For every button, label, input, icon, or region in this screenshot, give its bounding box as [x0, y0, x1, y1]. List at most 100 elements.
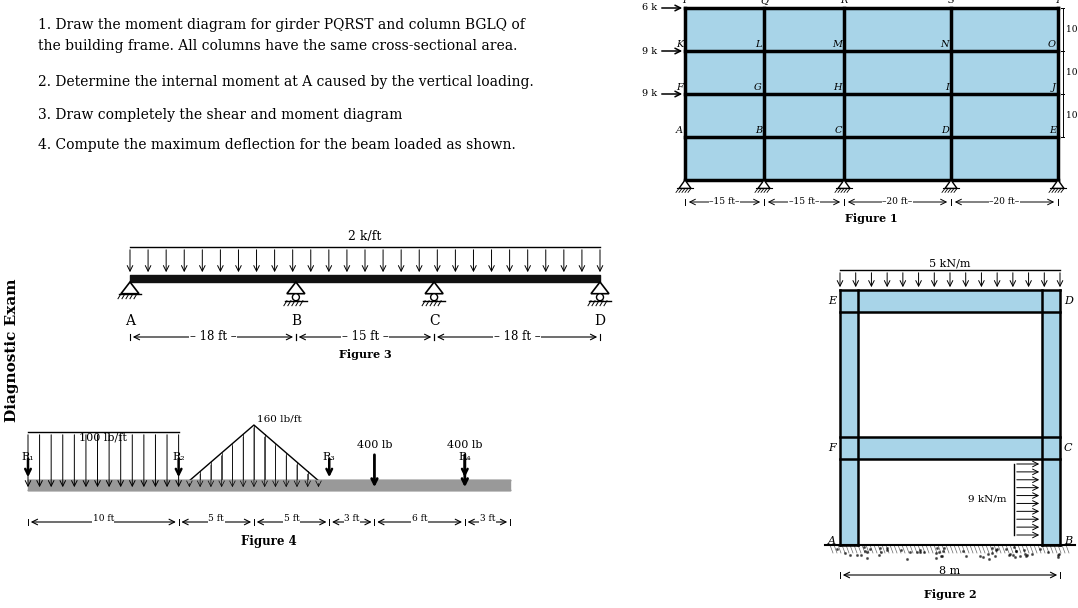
Point	[871, 543, 888, 553]
Text: C: C	[429, 314, 440, 328]
Text: –15 ft–: –15 ft–	[789, 198, 819, 207]
Point	[858, 547, 875, 557]
Text: – 18 ft –: – 18 ft –	[190, 331, 236, 344]
Text: 3 ft: 3 ft	[344, 514, 360, 523]
Point	[980, 554, 997, 564]
Polygon shape	[425, 282, 443, 294]
Point	[987, 545, 1005, 555]
Text: K: K	[676, 40, 683, 49]
Point	[872, 548, 889, 558]
Text: 9 kN/m: 9 kN/m	[968, 494, 1007, 503]
Point	[954, 545, 971, 555]
Bar	[1042, 290, 1060, 545]
Text: R₁: R₁	[22, 452, 34, 462]
Point	[1049, 550, 1066, 560]
Text: R₄: R₄	[458, 452, 471, 462]
Text: 100 lb/ft: 100 lb/ft	[80, 432, 127, 442]
Point	[1018, 550, 1035, 560]
Text: 1. Draw the moment diagram for girder PQRST and column BGLQ of
the building fram: 1. Draw the moment diagram for girder PQ…	[38, 18, 525, 53]
Point	[898, 554, 915, 564]
Point	[983, 544, 1000, 553]
Bar	[764, 8, 844, 51]
Polygon shape	[121, 282, 139, 294]
Text: 400 lb: 400 lb	[357, 440, 392, 450]
Text: E: E	[828, 296, 837, 306]
Text: Diagnostic Exam: Diagnostic Exam	[5, 278, 19, 422]
Bar	[685, 137, 764, 180]
Bar	[951, 137, 1058, 180]
Text: 5 kN/m: 5 kN/m	[929, 258, 971, 268]
Bar	[844, 94, 951, 137]
Text: F: F	[676, 83, 683, 92]
Point	[908, 547, 925, 557]
Polygon shape	[1052, 180, 1064, 188]
Point	[1007, 546, 1024, 556]
Text: D: D	[594, 314, 606, 328]
Text: 8 m: 8 m	[939, 566, 960, 576]
Point	[879, 544, 896, 553]
Text: – 15 ft –: – 15 ft –	[342, 331, 388, 344]
Text: D: D	[1064, 296, 1073, 306]
Polygon shape	[679, 180, 691, 188]
Bar	[840, 290, 1060, 312]
Point	[912, 547, 929, 556]
Text: G: G	[755, 83, 762, 92]
Bar	[764, 51, 844, 94]
Point	[927, 553, 944, 563]
Point	[930, 547, 948, 557]
Text: B: B	[1064, 536, 1073, 546]
Text: –15 ft–: –15 ft–	[709, 198, 740, 207]
Text: –20 ft–: –20 ft–	[990, 198, 1020, 207]
Text: I: I	[945, 83, 949, 92]
Bar	[844, 8, 951, 51]
Polygon shape	[945, 180, 957, 188]
Point	[936, 543, 953, 553]
Point	[879, 545, 896, 555]
Polygon shape	[838, 180, 849, 188]
Point	[1006, 542, 1023, 552]
Text: R₃: R₃	[323, 452, 335, 462]
Bar	[951, 8, 1058, 51]
Bar	[685, 94, 764, 137]
Text: 6 ft: 6 ft	[412, 514, 428, 523]
Point	[935, 546, 952, 556]
Text: Figure 2: Figure 2	[924, 590, 977, 601]
Point	[934, 551, 951, 561]
Point	[957, 551, 975, 561]
Text: 2. Determine the internal moment at A caused by the vertical loading.: 2. Determine the internal moment at A ca…	[38, 75, 534, 89]
Bar	[685, 8, 764, 51]
Point	[1032, 544, 1049, 554]
Point	[1006, 553, 1023, 562]
Point	[983, 548, 1000, 558]
Circle shape	[292, 294, 300, 301]
Point	[912, 545, 929, 554]
Text: A: A	[676, 126, 683, 135]
Text: N: N	[940, 40, 949, 49]
Point	[1050, 552, 1067, 562]
Text: C: C	[834, 126, 842, 135]
Text: D: D	[941, 126, 949, 135]
Point	[989, 544, 1006, 554]
Text: – 18 ft –: – 18 ft –	[494, 331, 540, 344]
Text: 3. Draw completely the shear and moment diagram: 3. Draw completely the shear and moment …	[38, 108, 402, 122]
Text: 3 ft: 3 ft	[480, 514, 495, 523]
Bar	[764, 94, 844, 137]
Text: M: M	[832, 40, 842, 49]
Text: 10 ft: 10 ft	[93, 514, 114, 523]
Point	[862, 544, 880, 554]
Text: –20 ft–: –20 ft–	[883, 198, 913, 207]
Point	[837, 548, 854, 558]
Bar	[840, 437, 1060, 459]
Point	[853, 550, 870, 559]
Point	[901, 547, 918, 557]
Text: A: A	[828, 536, 837, 546]
Point	[841, 550, 858, 560]
Text: Figure 4: Figure 4	[241, 536, 296, 548]
Text: 10 ft: 10 ft	[1066, 25, 1078, 34]
Point	[997, 544, 1014, 554]
Text: A: A	[125, 314, 135, 328]
Text: P: P	[681, 0, 688, 5]
Text: 6 k: 6 k	[641, 4, 657, 13]
Point	[828, 545, 845, 554]
Point	[858, 553, 875, 562]
